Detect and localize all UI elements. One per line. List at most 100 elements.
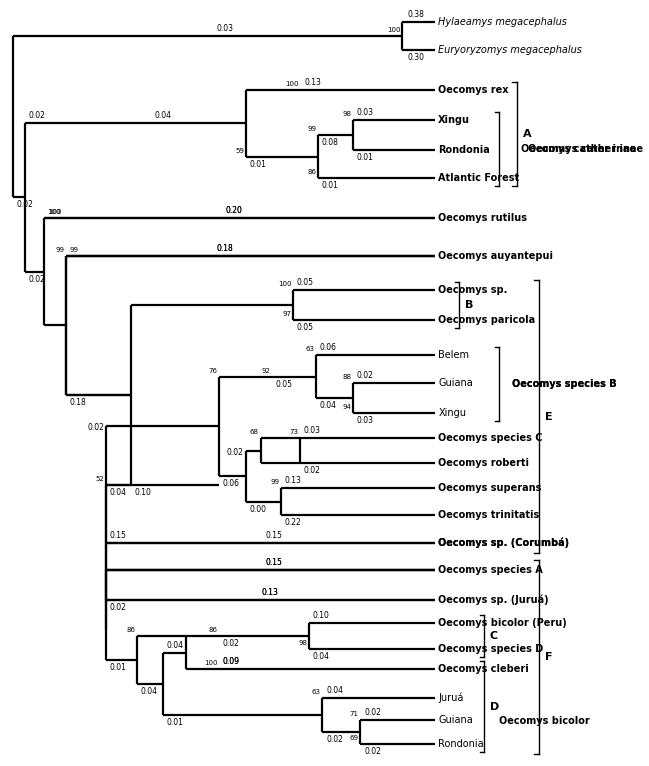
Text: 63: 63 <box>312 689 321 695</box>
Text: 0.02: 0.02 <box>29 111 45 120</box>
Text: C: C <box>490 631 498 641</box>
Text: Oecomys sp. (Corumbá): Oecomys sp. (Corumbá) <box>438 538 569 548</box>
Text: 99: 99 <box>307 126 316 132</box>
Text: Oecomys rutilus: Oecomys rutilus <box>438 213 527 223</box>
Text: Euryoryzomys megacephalus: Euryoryzomys megacephalus <box>438 45 582 55</box>
Text: 98: 98 <box>343 111 352 117</box>
Text: 0.20: 0.20 <box>226 206 243 215</box>
Text: 0.38: 0.38 <box>408 10 424 19</box>
Text: 0.02: 0.02 <box>304 466 321 475</box>
Text: Rondonia: Rondonia <box>438 739 484 749</box>
Text: 0.10: 0.10 <box>134 488 151 496</box>
Text: 0.09: 0.09 <box>223 657 239 666</box>
Text: Xingu: Xingu <box>438 115 471 125</box>
Text: 0.01: 0.01 <box>167 718 184 727</box>
Text: Belem: Belem <box>438 350 469 360</box>
Text: 0.02: 0.02 <box>357 371 374 380</box>
Text: Oecomys trinitatis: Oecomys trinitatis <box>438 510 539 520</box>
Text: 94: 94 <box>343 404 352 410</box>
Text: 88: 88 <box>343 374 352 380</box>
Text: 98: 98 <box>299 640 308 646</box>
Text: 0.30: 0.30 <box>408 53 424 62</box>
Text: 0.05: 0.05 <box>276 379 293 388</box>
Text: Oecomys bicolor (Peru): Oecomys bicolor (Peru) <box>438 618 567 628</box>
Text: 0.04: 0.04 <box>313 652 330 661</box>
Text: 0.13: 0.13 <box>284 476 301 485</box>
Text: Hylaeamys megacephalus: Hylaeamys megacephalus <box>438 17 567 27</box>
Text: 0.04: 0.04 <box>154 111 171 120</box>
Text: 0.13: 0.13 <box>261 588 278 597</box>
Text: 92: 92 <box>262 368 271 374</box>
Text: Rondonia: Rondonia <box>438 145 490 155</box>
Text: Oecomys cather inae: Oecomys cather inae <box>528 144 643 154</box>
Text: Oecomys sp. (Juruá): Oecomys sp. (Juruá) <box>438 594 549 605</box>
Text: 0.02: 0.02 <box>88 424 104 432</box>
Text: 86: 86 <box>307 169 316 175</box>
Text: 0.02: 0.02 <box>227 447 244 457</box>
Text: 0.02: 0.02 <box>326 735 343 744</box>
Text: 0.18: 0.18 <box>70 398 86 407</box>
Text: 0.10: 0.10 <box>313 611 330 620</box>
Text: Xingu: Xingu <box>438 408 466 418</box>
Text: 0.01: 0.01 <box>357 153 374 162</box>
Text: 0.04: 0.04 <box>110 488 127 496</box>
Text: Oecomys paricola: Oecomys paricola <box>438 315 535 325</box>
Text: 0.02: 0.02 <box>110 603 127 612</box>
Text: 71: 71 <box>350 711 359 717</box>
Text: 100: 100 <box>278 281 291 287</box>
Text: 76: 76 <box>208 368 217 374</box>
Text: D: D <box>490 702 499 712</box>
Text: 0.22: 0.22 <box>284 518 301 527</box>
Text: Oecomys species B: Oecomys species B <box>513 379 617 389</box>
Text: 100: 100 <box>204 660 217 666</box>
Text: Oecomys species A: Oecomys species A <box>438 565 543 575</box>
Text: 68: 68 <box>250 429 259 435</box>
Text: 0.02: 0.02 <box>364 708 381 717</box>
Text: 86: 86 <box>208 627 217 633</box>
Text: Oecomys superans: Oecomys superans <box>438 483 542 493</box>
Text: 0.04: 0.04 <box>140 687 158 696</box>
Text: Juruá: Juruá <box>438 692 463 703</box>
Text: Oecomys auyantepui: Oecomys auyantepui <box>438 251 553 261</box>
Text: 0.15: 0.15 <box>110 531 127 540</box>
Text: 0.13: 0.13 <box>261 588 278 597</box>
Text: 0.02: 0.02 <box>29 275 45 283</box>
Text: 0.00: 0.00 <box>249 505 266 513</box>
Text: 0.15: 0.15 <box>265 558 282 567</box>
Text: A: A <box>522 129 532 139</box>
Text: Oecomys species D: Oecomys species D <box>438 644 543 654</box>
Text: 63: 63 <box>306 346 315 352</box>
Text: 99: 99 <box>56 247 64 253</box>
Text: 99: 99 <box>270 479 279 485</box>
Text: Oecomys roberti: Oecomys roberti <box>438 458 529 468</box>
Text: Oecomys bicolor: Oecomys bicolor <box>499 716 590 726</box>
Text: Oecomys sp. (Corumbá): Oecomys sp. (Corumbá) <box>438 538 569 548</box>
Text: F: F <box>545 652 552 662</box>
Text: 100: 100 <box>48 209 61 215</box>
Text: 0.03: 0.03 <box>304 426 321 435</box>
Text: 0.09: 0.09 <box>223 657 239 666</box>
Text: E: E <box>545 411 552 421</box>
Text: 59: 59 <box>235 148 244 153</box>
Text: 0.08: 0.08 <box>322 138 339 147</box>
Text: 0.04: 0.04 <box>326 686 343 695</box>
Text: 0.03: 0.03 <box>357 108 374 117</box>
Text: 97: 97 <box>282 311 291 317</box>
Text: 0.13: 0.13 <box>305 78 322 87</box>
Text: 86: 86 <box>126 627 135 633</box>
Text: 69: 69 <box>350 735 359 741</box>
Text: 0.15: 0.15 <box>265 558 282 567</box>
Text: Atlantic Forest: Atlantic Forest <box>438 173 519 183</box>
Text: 100: 100 <box>387 27 400 33</box>
Text: 0.01: 0.01 <box>322 181 339 190</box>
Text: Guiana: Guiana <box>438 378 473 388</box>
Text: 0.18: 0.18 <box>217 244 234 253</box>
Text: 0.01: 0.01 <box>110 663 127 672</box>
Text: Oecomys species C: Oecomys species C <box>438 433 543 443</box>
Text: 0.06: 0.06 <box>320 343 337 352</box>
Text: 0.05: 0.05 <box>297 278 314 287</box>
Text: 73: 73 <box>289 429 299 435</box>
Text: 52: 52 <box>95 476 104 482</box>
Text: 0.02: 0.02 <box>223 639 239 648</box>
Text: Oecomys sp.: Oecomys sp. <box>438 285 508 295</box>
